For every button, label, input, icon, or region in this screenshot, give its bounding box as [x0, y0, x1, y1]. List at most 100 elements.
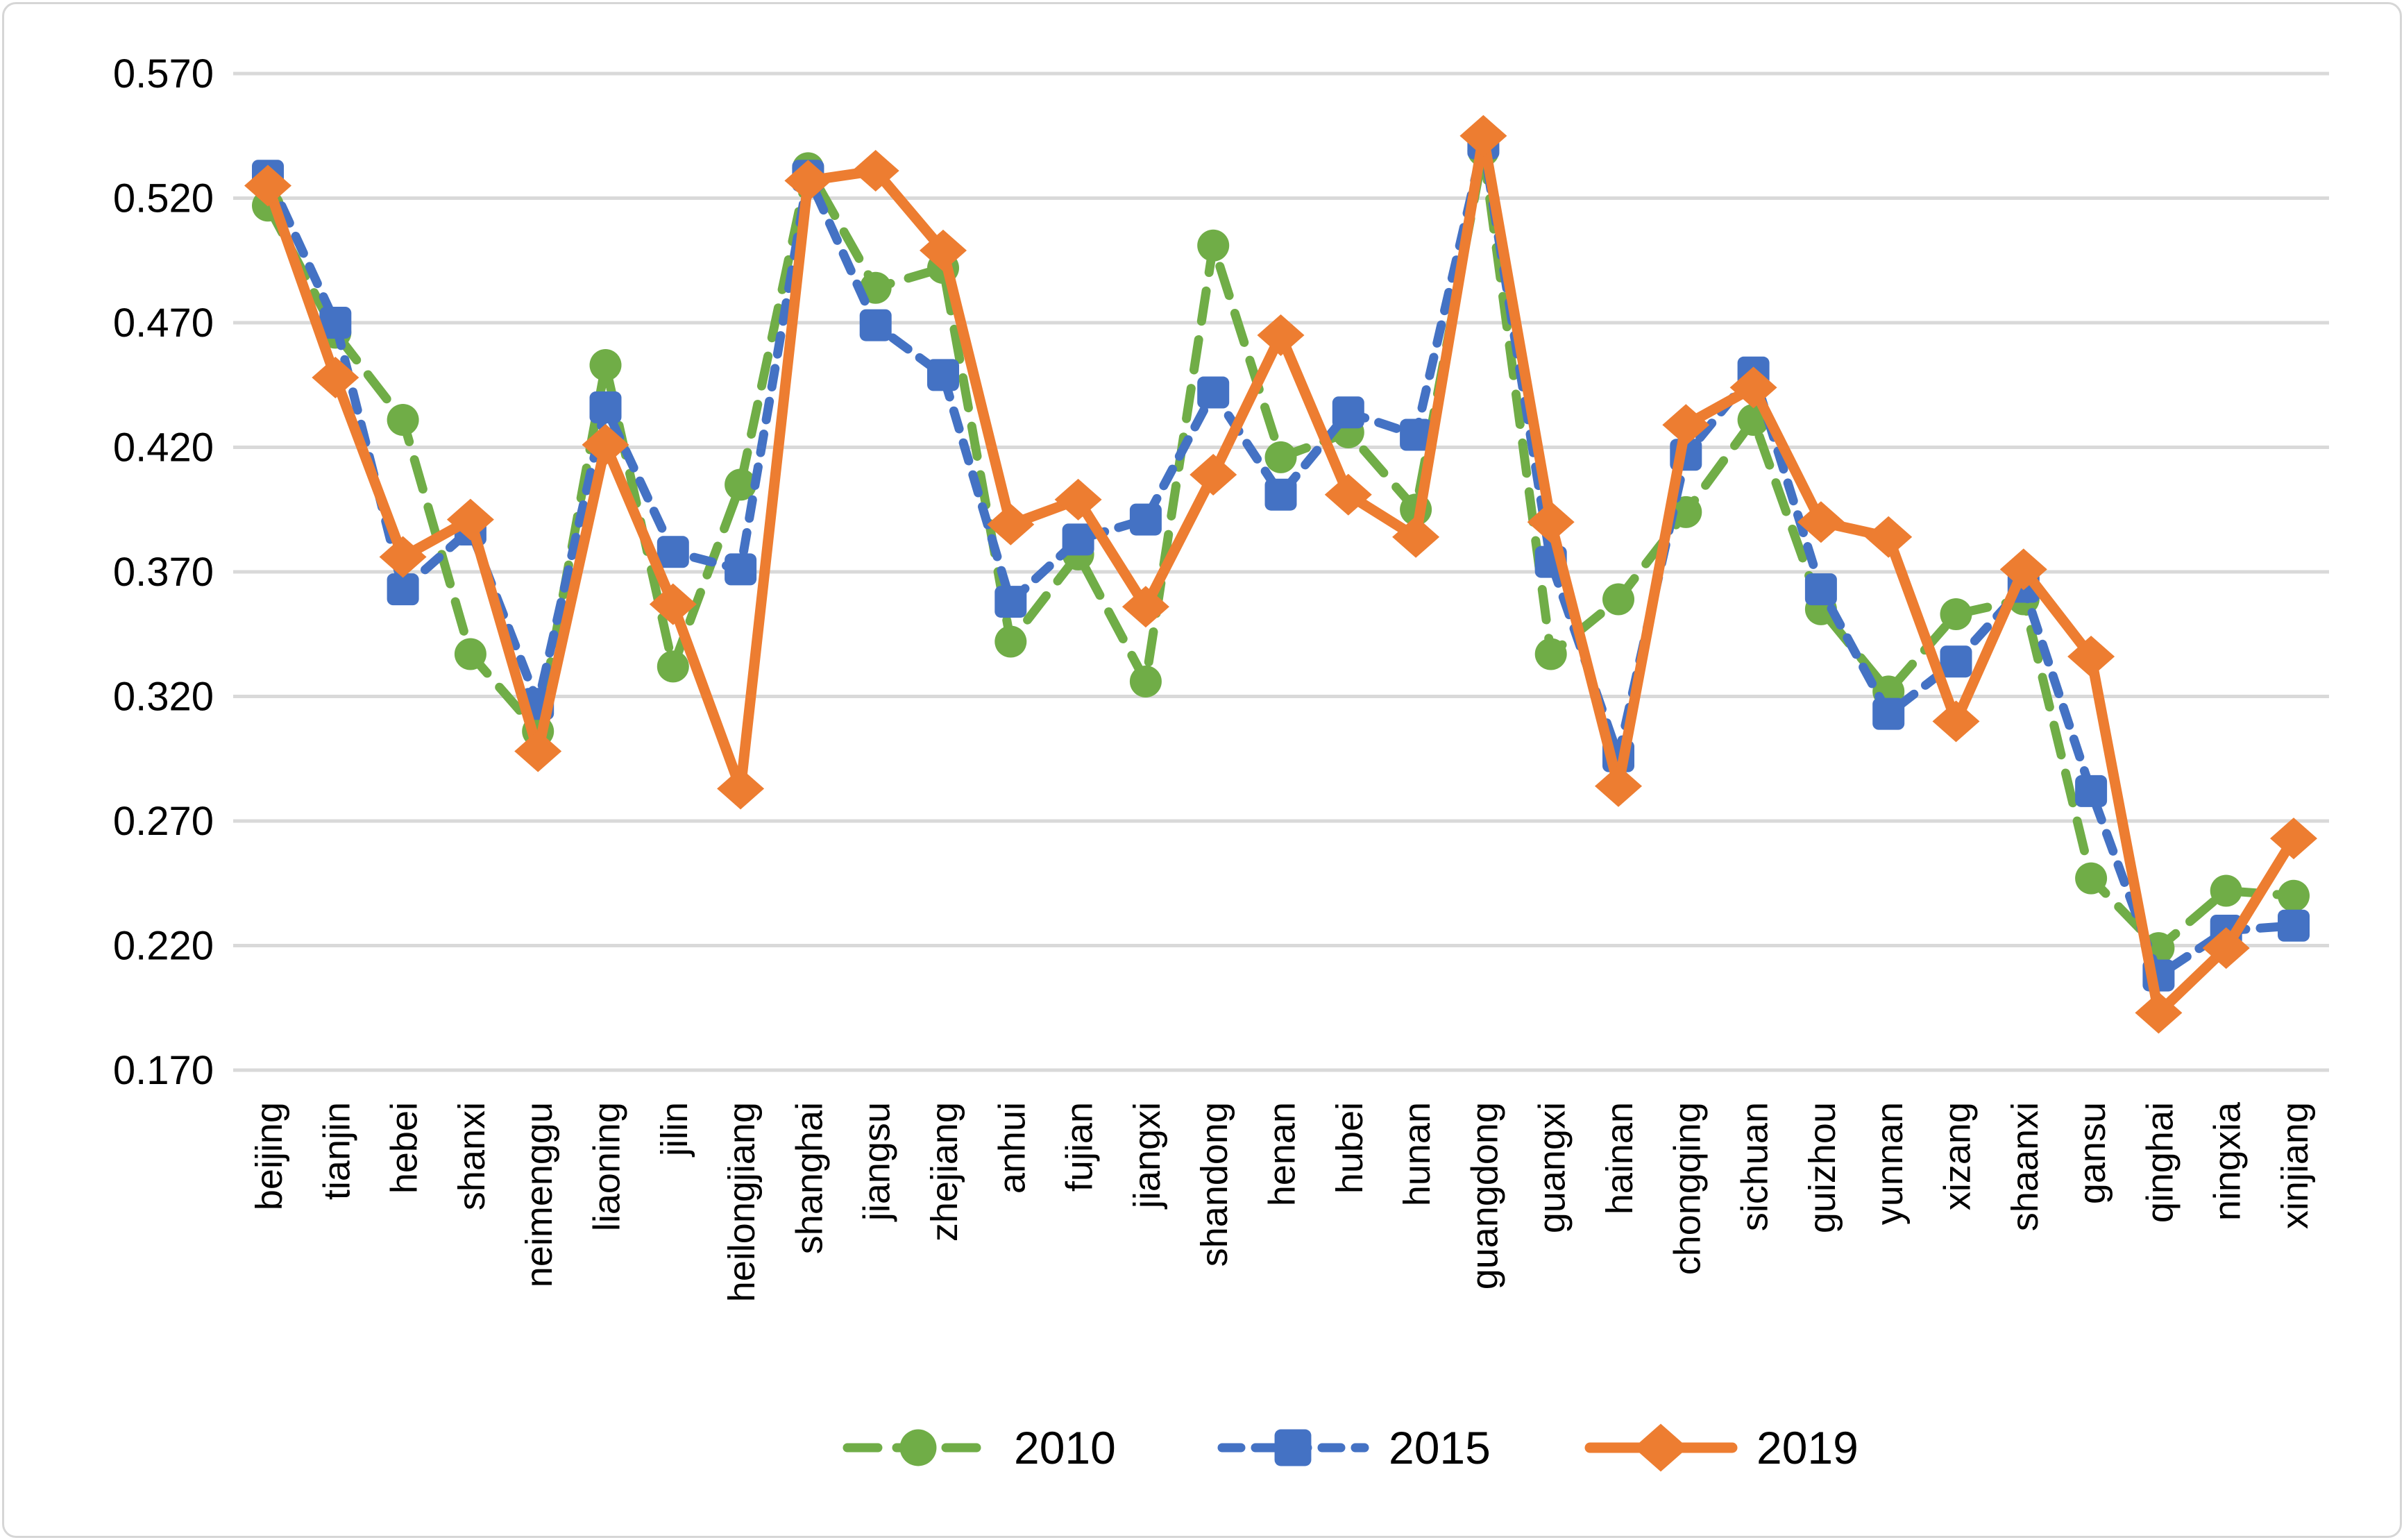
data-point-marker-2019 — [1257, 314, 1305, 356]
y-axis-tick-label: 0.170 — [113, 1048, 214, 1093]
data-point-marker-2015 — [1400, 418, 1432, 451]
data-point-marker-2019 — [244, 164, 291, 207]
data-point-marker-2010 — [454, 638, 486, 670]
data-point-marker-2015 — [1940, 645, 1972, 678]
x-axis-category-label: beijing — [248, 1102, 290, 1210]
data-point-marker-2010 — [994, 625, 1027, 658]
legend-item-2019: 2019 — [1584, 1422, 1859, 1473]
data-point-marker-2010 — [387, 404, 419, 437]
x-axis-category-label: shaanxi — [2004, 1102, 2046, 1231]
data-point-marker-2015 — [2075, 775, 2108, 807]
data-point-marker-2019 — [987, 503, 1035, 545]
x-axis-category-label: xizang — [1937, 1102, 1979, 1210]
x-axis-category-label: jilin — [654, 1102, 695, 1158]
data-point-marker-2019 — [1527, 501, 1575, 543]
y-axis-tick-label: 0.270 — [113, 799, 214, 844]
x-axis-category-label: hunan — [1396, 1102, 1438, 1206]
data-point-marker-2015 — [1264, 478, 1297, 511]
data-point-marker-2015 — [387, 573, 419, 606]
data-point-marker-2019 — [379, 536, 427, 578]
legend-label-2019: 2019 — [1757, 1422, 1859, 1473]
legend-label-2015: 2015 — [1389, 1422, 1491, 1473]
x-axis-category-label: guizhou — [1802, 1102, 1843, 1233]
y-axis-tick-label: 0.370 — [113, 550, 214, 595]
data-point-marker-2015 — [1062, 523, 1094, 556]
data-point-marker-2019 — [1729, 366, 1777, 409]
data-point-marker-2015 — [927, 359, 959, 391]
data-point-marker-2019 — [582, 423, 629, 466]
data-point-marker-2019 — [1662, 404, 1710, 446]
x-axis-category-label: jiangsu — [856, 1102, 898, 1222]
data-point-marker-2019 — [1865, 516, 1913, 558]
x-axis-category-label: ningxia — [2207, 1101, 2249, 1221]
x-axis-category-label: shanghai — [788, 1102, 830, 1254]
data-point-marker-2015 — [657, 536, 689, 568]
data-point-marker-2015 — [725, 553, 757, 586]
data-point-marker-2019 — [717, 768, 765, 810]
data-point-marker-2019 — [649, 583, 697, 625]
y-axis-tick-label: 0.470 — [113, 301, 214, 346]
data-point-marker-2015 — [1872, 697, 1905, 730]
data-point-marker-2019 — [1392, 516, 1440, 558]
data-point-marker-2019 — [2135, 992, 2183, 1034]
data-point-marker-2019 — [514, 730, 562, 772]
data-point-marker-2019 — [1190, 453, 1237, 496]
x-axis-category-label: guangxi — [1532, 1102, 1573, 1233]
x-axis-category-label: hainan — [1599, 1102, 1641, 1215]
data-point-marker-2015 — [1129, 503, 1162, 536]
data-point-marker-2010 — [1670, 496, 1702, 528]
data-point-marker-2019 — [1054, 478, 1102, 521]
data-point-marker-2019 — [1459, 115, 1507, 157]
data-point-marker-2015 — [589, 391, 622, 424]
data-point-marker-2019 — [1324, 473, 1372, 516]
series-line-2019 — [262, 130, 2299, 1018]
data-point-marker-2015 — [859, 309, 892, 341]
x-axis-category-label: yunnan — [1869, 1102, 1911, 1225]
data-point-marker-2019 — [1633, 1423, 1688, 1472]
x-axis-category-label: chongqing — [1666, 1102, 1708, 1275]
data-point-marker-2015 — [994, 586, 1027, 618]
data-point-marker-2010 — [859, 271, 892, 304]
data-point-marker-2010 — [725, 468, 757, 501]
x-axis-category-label: neimenggu — [518, 1102, 560, 1287]
x-axis-category-label: shandong — [1194, 1102, 1235, 1267]
y-axis-tick-label: 0.570 — [113, 51, 214, 96]
data-point-marker-2015 — [2278, 909, 2310, 942]
data-point-marker-2019 — [1999, 548, 2047, 591]
y-axis-tick-label: 0.520 — [113, 176, 214, 221]
data-point-marker-2019 — [1121, 586, 1169, 628]
data-point-marker-2010 — [2210, 874, 2242, 907]
legend-label-2010: 2010 — [1014, 1422, 1116, 1473]
x-axis-category-label: anhui — [991, 1102, 1033, 1194]
legend-item-2010: 2010 — [843, 1422, 1116, 1473]
x-axis-category-label: jiangxi — [1126, 1102, 1168, 1210]
data-point-marker-2010 — [2278, 879, 2310, 912]
x-axis-category-label: henan — [1262, 1102, 1303, 1206]
x-axis-category-label: gansu — [2072, 1102, 2113, 1204]
x-axis-category-label: liaoning — [586, 1102, 628, 1231]
x-axis-category-label: fujian — [1059, 1102, 1101, 1192]
x-axis-category-label: zhejiang — [924, 1102, 965, 1242]
data-point-marker-2010 — [1602, 583, 1634, 616]
series-line-2015 — [263, 139, 2299, 981]
data-point-marker-2010 — [1197, 229, 1230, 262]
x-axis-category-label: hubei — [1329, 1102, 1371, 1194]
data-point-marker-2019 — [784, 160, 832, 202]
data-point-marker-2015 — [319, 307, 352, 339]
x-axis-category-label: shanxi — [451, 1102, 493, 1210]
data-point-marker-2010 — [1940, 598, 1972, 631]
data-point-marker-2019 — [920, 229, 967, 271]
legend-item-2015: 2015 — [1217, 1422, 1491, 1473]
x-axis-category-label: guangdong — [1464, 1102, 1505, 1289]
data-point-marker-2010 — [657, 650, 689, 683]
x-axis-category-label: tianjin — [316, 1102, 357, 1200]
data-point-marker-2015 — [1804, 573, 1837, 606]
data-point-marker-2010 — [589, 349, 622, 382]
data-point-marker-2010 — [1264, 441, 1297, 473]
x-axis-category-label: sichuan — [1734, 1102, 1776, 1231]
data-point-marker-2019 — [2270, 818, 2317, 860]
data-point-marker-2015 — [1274, 1429, 1312, 1466]
y-axis-tick-label: 0.220 — [113, 924, 214, 969]
data-point-marker-2019 — [2067, 636, 2115, 678]
